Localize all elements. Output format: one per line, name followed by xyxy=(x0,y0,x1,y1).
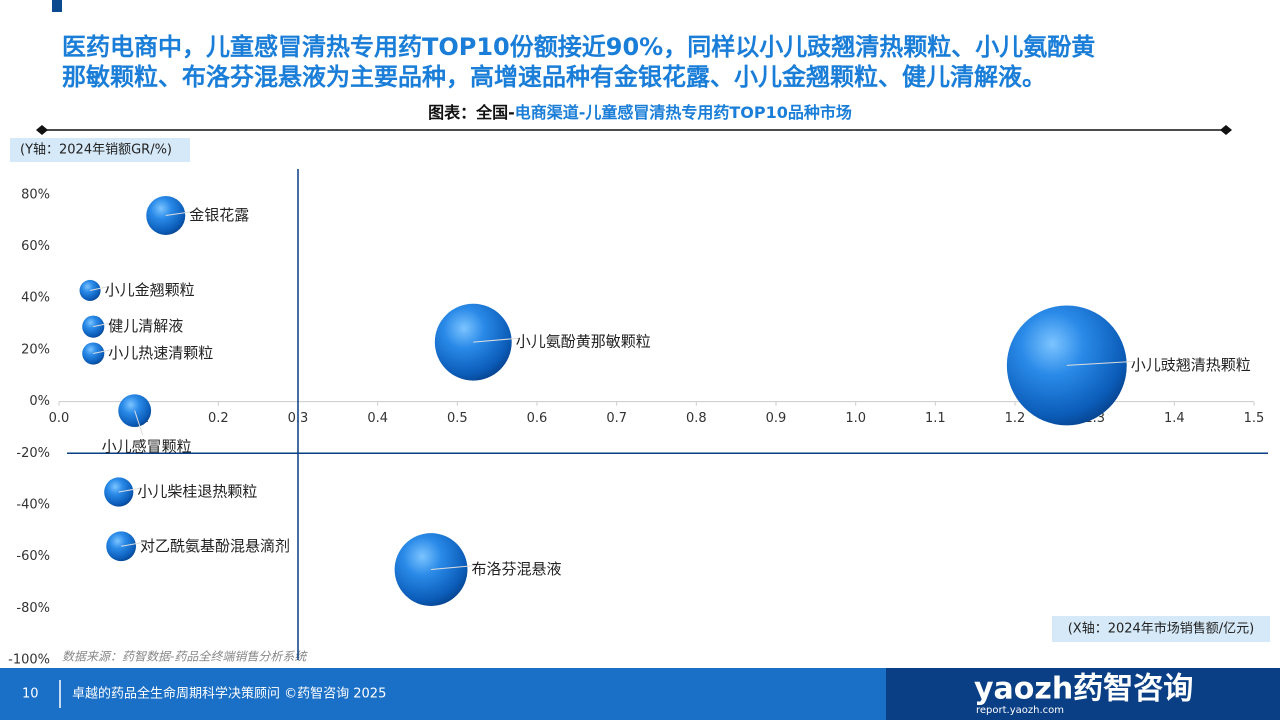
headline-line: 医药电商中，儿童感冒清热专用药TOP10份额接近90%，同样以小儿豉翘清热颗粒、… xyxy=(62,33,1095,61)
chart-title-part: 电商渠道- xyxy=(515,103,586,122)
y-tick-label: -60% xyxy=(16,549,50,564)
leader-line xyxy=(473,337,520,343)
footer-tagline: 卓越的药品全生命周期科学决策顾问 ©药智咨询 2025 xyxy=(72,686,386,702)
x-tick-label: 0.9 xyxy=(766,411,787,426)
y-axis-label-box xyxy=(10,138,190,162)
bubble xyxy=(106,531,137,562)
y-tick-label: 0% xyxy=(29,394,50,409)
chart-title-part: 儿童感冒清热专用药TOP10品种市场 xyxy=(584,103,852,122)
bubble-label: 健儿清解液 xyxy=(108,317,183,335)
y-tick-label: -80% xyxy=(16,601,50,616)
bubble-label: 小儿金翘颗粒 xyxy=(105,281,195,299)
bubble-label: 布洛芬混悬液 xyxy=(471,560,561,578)
x-tick-label: 1.5 xyxy=(1244,411,1265,426)
rule-diamond xyxy=(36,125,48,135)
source-note: 数据来源：药智数据-药品全终端销售分析系统 xyxy=(62,650,308,664)
bubble-label: 对乙酰氨基酚混悬滴剂 xyxy=(140,537,290,555)
footer-bar xyxy=(0,668,886,720)
x-tick-label: 0.2 xyxy=(208,411,229,426)
plot: -100% -80% -60% -40% -20% 0% 20% 40% 60% 80% 0.0 0.… xyxy=(8,169,1268,668)
y-tick-label: -40% xyxy=(16,497,50,512)
x-tick-label: 1.4 xyxy=(1164,411,1185,426)
bubble-label: 小儿氨酚黄那敏颗粒 xyxy=(516,333,651,351)
corner-mark xyxy=(52,0,62,12)
x-axis-label: (X轴：2024年市场销售额/亿元) xyxy=(1068,621,1255,637)
headline-line: 那敏颗粒、布洛芬混悬液为主要品种，高增速品种有金银花露、小儿金翘颗粒、健儿清解液… xyxy=(62,63,1046,91)
leader-line xyxy=(89,285,109,291)
x-tick-label: 0.8 xyxy=(686,411,707,426)
chart-title-part: 图表：全国- xyxy=(428,103,515,122)
bubble-label: 小儿热速清颗粒 xyxy=(108,344,213,362)
y-axis-label: (Y轴：2024年销额GR/%) xyxy=(20,143,172,158)
leader-line xyxy=(1066,360,1135,366)
footer-logo: yaozh药智咨询 xyxy=(974,672,1193,707)
leader-line xyxy=(93,322,113,328)
leader-line xyxy=(134,410,144,436)
leader-line xyxy=(430,565,476,571)
y-tick-label: 60% xyxy=(21,239,50,254)
x-tick-label: 1.1 xyxy=(925,411,946,426)
x-tick-label: 1.0 xyxy=(845,411,866,426)
leader-line xyxy=(93,349,113,355)
x-tick-label: 0.4 xyxy=(367,411,388,426)
leader-line xyxy=(121,541,145,547)
y-tick-label: -100% xyxy=(8,653,50,668)
bubble-label: 小儿感冒颗粒 xyxy=(102,438,192,456)
leader-line xyxy=(165,211,194,217)
bubble-label: 金银花露 xyxy=(189,206,249,224)
x-tick-label: 0.0 xyxy=(49,411,70,426)
bubble xyxy=(79,279,101,301)
chart-title: 图表：全国-电商渠道-儿童感冒清热专用药TOP10品种市场 xyxy=(428,103,852,122)
page-number: 10 xyxy=(22,687,39,702)
y-tick-label: -20% xyxy=(16,446,50,461)
rule-diamond xyxy=(1220,125,1232,135)
bubble-label: 小儿柴桂退热颗粒 xyxy=(137,483,257,501)
x-tick-label: 0.6 xyxy=(527,411,548,426)
x-tick-label: 0.7 xyxy=(606,411,627,426)
y-tick-label: 80% xyxy=(21,187,50,202)
y-tick-label: 40% xyxy=(21,291,50,306)
leader-line xyxy=(118,487,142,493)
x-tick-label: 1.2 xyxy=(1005,411,1026,426)
footer-bar-dark xyxy=(886,668,1280,720)
x-tick-label: 0.5 xyxy=(447,411,468,426)
y-tick-label: 20% xyxy=(21,342,50,357)
footer-url: report.yaozh.com xyxy=(976,705,1064,716)
x-axis-label-box xyxy=(1052,616,1270,642)
bubble-label: 小儿豉翘清热颗粒 xyxy=(1131,356,1251,374)
